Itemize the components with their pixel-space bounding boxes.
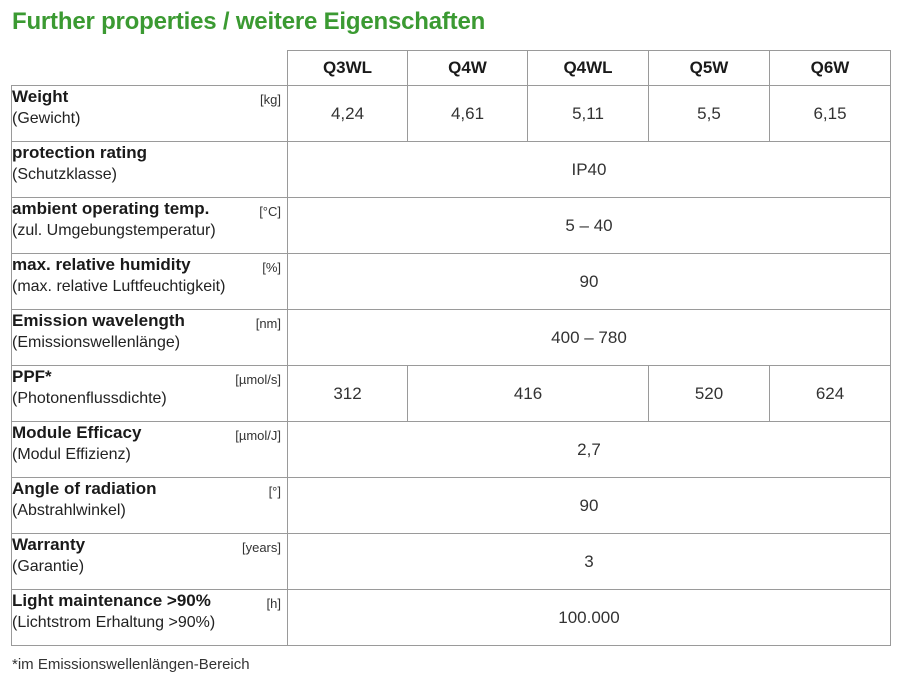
table-row: Warranty (Garantie) [years] 3 xyxy=(11,533,891,590)
row-label: Angle of radiation (Abstrahlwinkel) [°] xyxy=(11,477,288,534)
value-cell: 90 xyxy=(287,253,891,310)
value-cell: 4,24 xyxy=(287,85,408,142)
row-label: Emission wavelength (Emissionswellenläng… xyxy=(11,309,288,366)
header-row: Q3WL Q4W Q4WL Q5W Q6W xyxy=(11,50,891,86)
row-unit: [%] xyxy=(262,260,281,275)
properties-table: Q3WL Q4W Q4WL Q5W Q6W Weight (Gewicht) [… xyxy=(11,50,891,646)
value-cell: 416 xyxy=(407,365,649,422)
row-label: Weight (Gewicht) [kg] xyxy=(11,85,288,142)
corner-cell xyxy=(11,50,288,86)
row-label: PPF* (Photonenflussdichte) [µmol/s] xyxy=(11,365,288,422)
row-subtitle: (Gewicht) xyxy=(12,110,81,127)
value-cell: 5 – 40 xyxy=(287,197,891,254)
row-name: max. relative humidity xyxy=(12,255,191,274)
value-cell: 312 xyxy=(287,365,408,422)
column-header-q3wl: Q3WL xyxy=(287,50,408,86)
row-unit: [years] xyxy=(241,540,281,555)
row-label: Module Efficacy (Modul Effizienz) [µmol/… xyxy=(11,421,288,478)
row-label: Warranty (Garantie) [years] xyxy=(11,533,288,590)
value-cell: 5,11 xyxy=(527,85,649,142)
row-label: max. relative humidity (max. relative Lu… xyxy=(11,253,288,310)
row-subtitle: (Lichtstrom Erhaltung >90%) xyxy=(12,614,216,631)
row-name: ambient operating temp. xyxy=(12,199,210,218)
table-row: Module Efficacy (Modul Effizienz) [µmol/… xyxy=(11,421,891,478)
row-unit: [nm] xyxy=(255,316,281,331)
row-subtitle: (Emissionswellenlänge) xyxy=(12,334,181,351)
table-row: PPF* (Photonenflussdichte) [µmol/s] 312 … xyxy=(11,365,891,422)
value-cell: 100.000 xyxy=(287,589,891,646)
row-subtitle: (Modul Effizienz) xyxy=(12,446,131,463)
value-cell: IP40 xyxy=(287,141,891,198)
value-cell: 5,5 xyxy=(648,85,770,142)
table-row: Weight (Gewicht) [kg] 4,24 4,61 5,11 5,5… xyxy=(11,85,891,142)
table-row: protection rating (Schutzklasse) IP40 xyxy=(11,141,891,198)
row-unit: [µmol/s] xyxy=(235,372,281,387)
row-name: Angle of radiation xyxy=(12,479,157,498)
row-label: Light maintenance >90% (Lichtstrom Erhal… xyxy=(11,589,288,646)
row-label: ambient operating temp. (zul. Umgebungst… xyxy=(11,197,288,254)
row-subtitle: (max. relative Luftfeuchtigkeit) xyxy=(12,278,226,295)
table-row: ambient operating temp. (zul. Umgebungst… xyxy=(11,197,891,254)
column-header-q4w: Q4W xyxy=(407,50,528,86)
row-name: Warranty xyxy=(12,535,86,554)
value-cell: 624 xyxy=(769,365,891,422)
value-cell: 3 xyxy=(287,533,891,590)
page-title: Further properties / weitere Eigenschaft… xyxy=(12,8,486,35)
row-name: protection rating xyxy=(12,143,148,162)
row-subtitle: (Schutzklasse) xyxy=(12,166,117,183)
table-row: Emission wavelength (Emissionswellenläng… xyxy=(11,309,891,366)
row-subtitle: (Abstrahlwinkel) xyxy=(12,502,126,519)
row-unit: [kg] xyxy=(260,92,281,107)
value-cell: 400 – 780 xyxy=(287,309,891,366)
value-cell: 4,61 xyxy=(407,85,528,142)
row-name: Weight xyxy=(12,87,69,106)
value-cell: 90 xyxy=(287,477,891,534)
value-cell: 6,15 xyxy=(769,85,891,142)
row-unit: [°] xyxy=(268,484,281,499)
table-row: max. relative humidity (max. relative Lu… xyxy=(11,253,891,310)
column-header-q6w: Q6W xyxy=(769,50,891,86)
row-name: Module Efficacy xyxy=(12,423,142,442)
table-row: Light maintenance >90% (Lichtstrom Erhal… xyxy=(11,589,891,646)
table-row: Angle of radiation (Abstrahlwinkel) [°] … xyxy=(11,477,891,534)
column-header-q4wl: Q4WL xyxy=(527,50,649,86)
row-unit: [µmol/J] xyxy=(235,428,281,443)
footnote: *im Emissionswellenlängen-Bereich xyxy=(12,656,250,673)
row-unit: [h] xyxy=(266,596,281,611)
column-header-q5w: Q5W xyxy=(648,50,770,86)
row-name: PPF* xyxy=(12,367,52,386)
row-name: Light maintenance >90% xyxy=(12,591,211,610)
value-cell: 2,7 xyxy=(287,421,891,478)
row-subtitle: (Garantie) xyxy=(12,558,85,575)
row-name: Emission wavelength xyxy=(12,311,185,330)
row-label: protection rating (Schutzklasse) xyxy=(11,141,288,198)
row-unit: [°C] xyxy=(259,204,281,219)
value-cell: 520 xyxy=(648,365,770,422)
row-subtitle: (Photonenflussdichte) xyxy=(12,390,167,407)
row-subtitle: (zul. Umgebungstemperatur) xyxy=(12,222,216,239)
